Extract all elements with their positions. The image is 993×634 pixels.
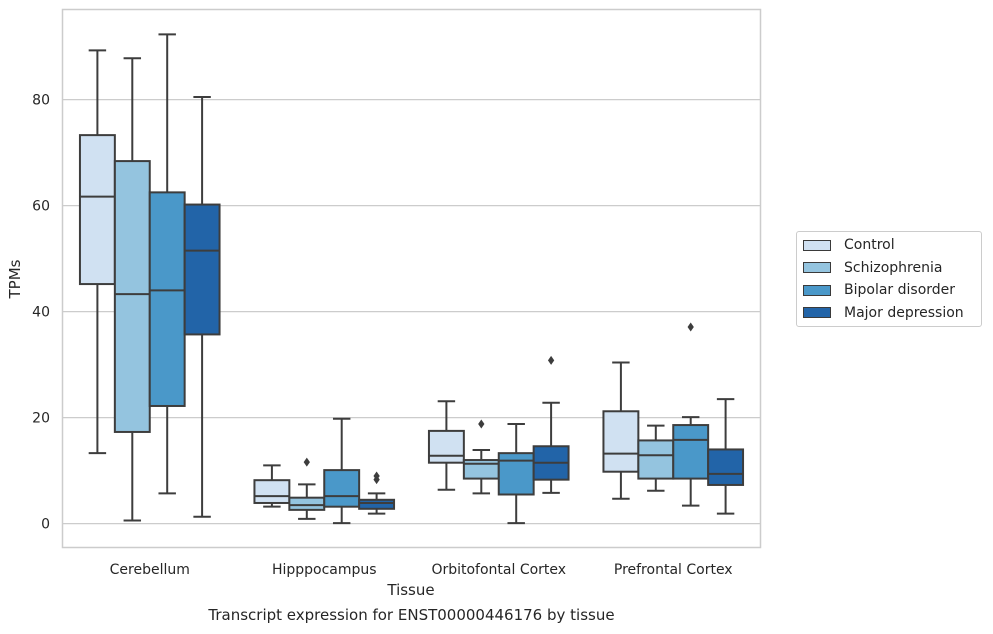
box-iqr bbox=[323, 469, 361, 508]
box-iqr bbox=[497, 452, 535, 496]
outlier-marker bbox=[303, 457, 310, 467]
legend-item: Control bbox=[803, 235, 895, 255]
x-axis-label: Tissue bbox=[386, 581, 434, 599]
legend-swatch bbox=[803, 239, 831, 251]
box-group bbox=[183, 95, 221, 518]
box-iqr bbox=[148, 191, 186, 407]
box-group bbox=[707, 398, 745, 515]
box-group bbox=[253, 464, 291, 508]
box-iqr bbox=[602, 410, 640, 473]
y-tick-label: 60 bbox=[32, 199, 50, 215]
legend-label: Major depression bbox=[844, 304, 964, 321]
box-iqr bbox=[358, 498, 396, 510]
y-tick-label: 0 bbox=[41, 517, 50, 533]
box-iqr bbox=[707, 448, 745, 486]
box-iqr bbox=[113, 160, 151, 433]
legend-label: Control bbox=[844, 237, 895, 253]
legend-label: Bipolar disorder bbox=[844, 282, 956, 298]
legend: Control Schizophrenia Bipolar disorder Majo… bbox=[796, 231, 982, 327]
legend-label: Schizophrenia bbox=[844, 259, 943, 276]
box-iqr bbox=[253, 479, 291, 504]
outlier-marker bbox=[478, 419, 485, 429]
outlier-marker bbox=[547, 355, 555, 365]
box-group bbox=[358, 471, 396, 515]
chart-caption: Transcript expression for ENST0000044617… bbox=[208, 606, 615, 624]
box-iqr bbox=[427, 429, 465, 464]
box-group bbox=[427, 400, 465, 491]
y-tick-label: 80 bbox=[32, 93, 50, 109]
legend-item: Schizophrenia bbox=[803, 258, 942, 278]
outlier-marker bbox=[687, 322, 694, 332]
box-group bbox=[532, 355, 570, 494]
box-series bbox=[78, 33, 745, 525]
box-iqr bbox=[78, 134, 116, 286]
box-group bbox=[113, 57, 151, 522]
box-group bbox=[148, 33, 186, 495]
legend-swatch bbox=[803, 307, 831, 318]
box-iqr bbox=[288, 496, 326, 511]
box-group bbox=[637, 424, 675, 492]
box-group bbox=[288, 457, 326, 520]
x-axis-ticks: Cerebellum Hipppocampus Orbitofontal Corte… bbox=[110, 562, 733, 578]
y-axis-ticks: 0 20 40 60 80 bbox=[32, 93, 50, 533]
x-tick-label: Hipppocampus bbox=[272, 562, 377, 578]
y-tick-label: 40 bbox=[32, 305, 50, 321]
y-tick-label: 20 bbox=[32, 411, 50, 427]
box-group bbox=[323, 417, 361, 525]
box-group bbox=[497, 422, 535, 525]
box-iqr bbox=[637, 439, 675, 480]
x-tick-label: Prefrontal Cortex bbox=[614, 562, 733, 578]
legend-swatch bbox=[803, 262, 831, 273]
box-group bbox=[462, 419, 500, 495]
x-tick-label: Cerebellum bbox=[110, 562, 190, 578]
legend-swatch bbox=[803, 284, 831, 296]
x-tick-label: Orbitofontal Cortex bbox=[431, 562, 566, 578]
box-iqr bbox=[672, 424, 710, 480]
legend-item: Major depression bbox=[803, 303, 964, 323]
box-group bbox=[78, 49, 116, 455]
box-group bbox=[672, 322, 710, 507]
y-axis-label: TPMs bbox=[6, 259, 24, 299]
outlier-marker bbox=[373, 471, 380, 481]
legend-item: Bipolar disorder bbox=[803, 280, 955, 300]
box-iqr bbox=[183, 203, 221, 336]
